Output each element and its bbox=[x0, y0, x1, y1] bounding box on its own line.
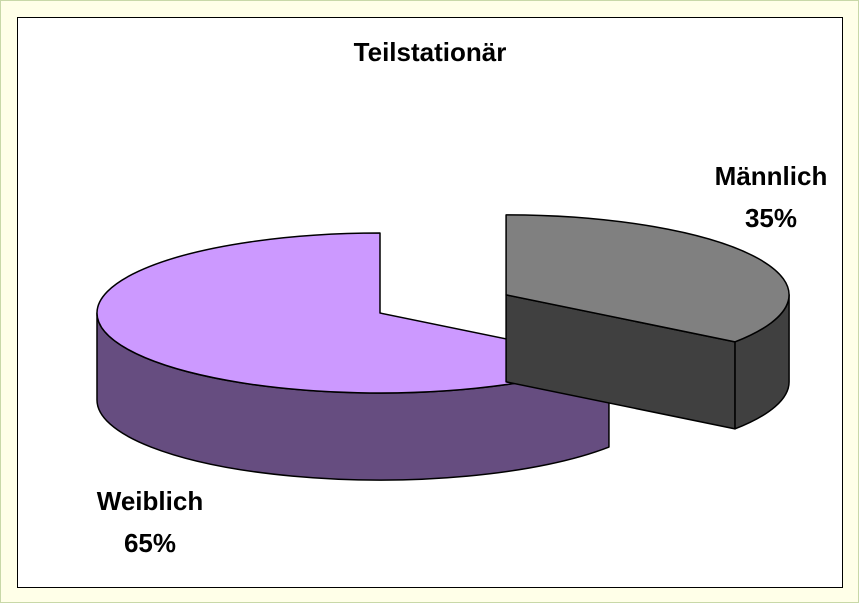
slice bbox=[505, 214, 790, 343]
slice bbox=[96, 232, 610, 394]
slice-value-label: 65% bbox=[124, 528, 176, 558]
slice-label: Männlich bbox=[715, 161, 828, 191]
slice-label: Weiblich bbox=[97, 486, 203, 516]
slice-value-label: 35% bbox=[745, 203, 797, 233]
chart-title: Teilstationär bbox=[354, 37, 507, 67]
